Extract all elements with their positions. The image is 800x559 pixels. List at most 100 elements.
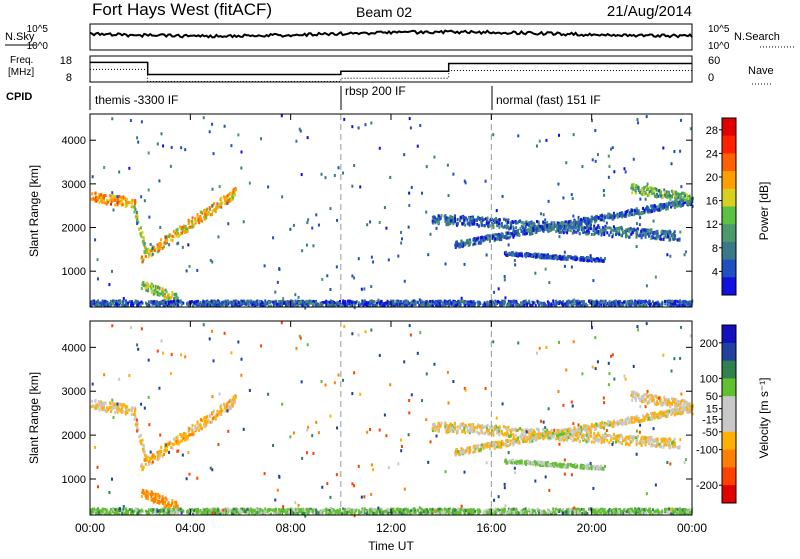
power-echo <box>624 213 626 216</box>
velocity-echo <box>672 440 674 443</box>
power-echo <box>131 205 133 208</box>
power-noise-echo <box>213 152 215 155</box>
power-noise-echo <box>504 278 506 281</box>
power-echo <box>140 301 142 304</box>
power-noise-echo <box>673 150 675 153</box>
velocity-echo <box>519 427 521 430</box>
power-echo <box>234 193 236 196</box>
velocity-echo <box>578 439 580 442</box>
power-echo <box>632 187 634 190</box>
power-echo <box>460 300 462 303</box>
power-echo <box>531 255 533 258</box>
velocity-echo <box>496 428 498 431</box>
power-echo <box>258 303 260 306</box>
velocity-echo <box>155 498 157 501</box>
power-noise-echo <box>293 224 295 227</box>
power-echo <box>120 196 122 199</box>
velocity-echo <box>584 434 586 437</box>
power-echo <box>298 301 300 304</box>
velocity-echo <box>223 403 225 406</box>
power-echo <box>411 304 413 307</box>
power-echo <box>154 303 156 306</box>
power-noise-echo <box>680 119 682 122</box>
power-echo <box>159 301 161 304</box>
power-noise-echo <box>545 139 547 142</box>
velocity-echo <box>594 439 596 442</box>
power-noise-echo <box>217 235 219 238</box>
power-echo <box>641 300 643 303</box>
power-noise-echo <box>212 204 214 207</box>
velocity-echo <box>211 420 213 423</box>
power-echo <box>571 303 573 306</box>
velocity-echo <box>454 427 456 430</box>
power-echo <box>570 229 572 232</box>
noise-trace <box>90 31 692 38</box>
velocity-echo <box>606 434 608 437</box>
power-echo <box>509 221 511 224</box>
power-noise-echo <box>653 220 655 223</box>
velocity-echo <box>109 401 111 404</box>
power-echo <box>631 231 633 234</box>
power-noise-echo <box>461 297 463 300</box>
velocity-echo <box>198 426 200 429</box>
power-echo <box>667 192 669 195</box>
power-echo <box>409 304 411 307</box>
velocity-echo <box>593 432 595 435</box>
velocity-echo <box>205 423 207 426</box>
power-echo <box>240 302 242 305</box>
power-noise-echo <box>121 304 123 307</box>
power-echo <box>548 256 550 259</box>
power-noise-echo <box>267 185 269 188</box>
power-echo <box>135 208 137 211</box>
power-noise-echo <box>307 218 309 221</box>
power-echo <box>539 225 541 228</box>
power-noise-echo <box>684 253 686 256</box>
velocity-echo <box>662 445 664 448</box>
power-noise-echo <box>243 220 245 223</box>
power-echo <box>178 235 180 238</box>
power-echo <box>537 225 539 228</box>
velocity-echo <box>481 431 483 434</box>
power-noise-echo <box>222 301 224 304</box>
power-noise-echo <box>434 302 436 305</box>
velocity-echo <box>171 502 173 505</box>
power-echo <box>448 302 450 305</box>
power-echo <box>681 192 683 195</box>
power-echo <box>660 208 662 211</box>
power-noise-echo <box>128 167 130 170</box>
power-noise-echo <box>410 126 412 129</box>
power-echo <box>641 188 643 191</box>
power-echo <box>630 187 632 190</box>
power-echo <box>593 217 595 220</box>
cpid-label: CPID <box>6 91 32 103</box>
power-colorbar-swatch <box>722 118 736 136</box>
power-echo <box>200 218 202 221</box>
power-echo <box>191 222 193 225</box>
power-echo <box>648 194 650 197</box>
velocity-echo <box>596 434 598 437</box>
power-echo <box>674 302 676 305</box>
power-echo <box>564 257 566 260</box>
power-echo <box>417 301 419 304</box>
velocity-echo <box>141 463 143 466</box>
power-noise-echo <box>610 148 612 151</box>
power-echo <box>471 223 473 226</box>
power-noise-echo <box>379 221 381 224</box>
power-noise-echo <box>384 206 386 209</box>
power-noise-echo <box>445 262 447 265</box>
velocity-echo <box>234 401 236 404</box>
power-noise-echo <box>557 183 559 186</box>
power-echo <box>650 230 652 233</box>
velocity-echo <box>582 434 584 437</box>
power-echo <box>591 233 593 236</box>
power-echo <box>643 209 645 212</box>
velocity-echo <box>464 431 466 434</box>
power-echo <box>369 300 371 303</box>
velocity-echo <box>577 437 579 440</box>
nave-label: Nave <box>748 65 774 77</box>
power-echo <box>118 195 120 198</box>
power-noise-echo <box>534 272 536 275</box>
power-echo <box>654 237 656 240</box>
power-echo <box>662 238 664 241</box>
power-echo <box>518 253 520 256</box>
